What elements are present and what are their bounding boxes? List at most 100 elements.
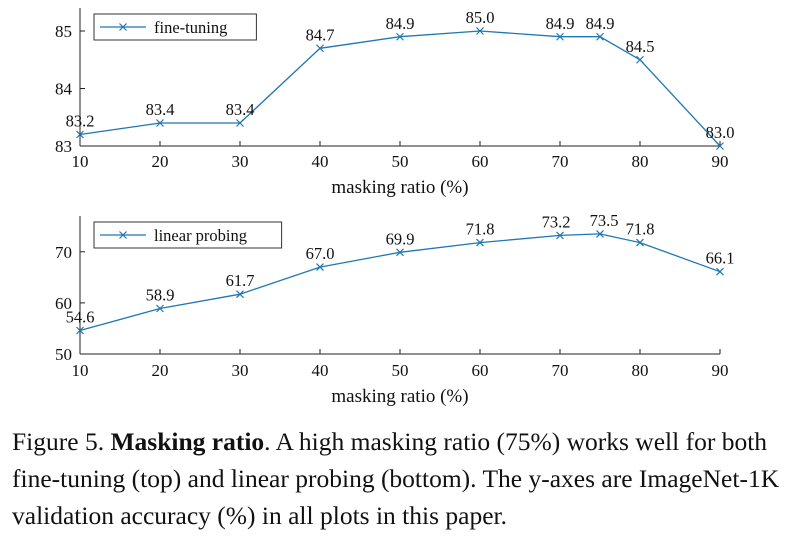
data-point-marker bbox=[636, 238, 644, 247]
marker-stroke bbox=[76, 130, 84, 139]
data-point-marker bbox=[156, 304, 164, 313]
data-point-marker bbox=[716, 142, 724, 150]
series-line bbox=[79, 30, 721, 147]
marker-stroke bbox=[156, 119, 164, 127]
legend-marker bbox=[119, 231, 127, 239]
marker-stroke bbox=[476, 27, 484, 35]
data-label: 73.2 bbox=[542, 212, 571, 231]
data-point-marker bbox=[476, 27, 484, 35]
marker-stroke bbox=[716, 142, 724, 150]
marker-stroke bbox=[716, 267, 724, 276]
x-tick-label: 30 bbox=[232, 152, 249, 171]
caption-text: . A high masking ratio (75%) works well … bbox=[12, 427, 780, 530]
legend: linear probing bbox=[93, 221, 283, 249]
marker-stroke bbox=[636, 238, 644, 247]
data-label: 54.6 bbox=[66, 307, 95, 326]
x-tick-label: 60 bbox=[472, 361, 489, 380]
data-point-marker bbox=[76, 326, 84, 335]
marker-stroke bbox=[396, 248, 404, 257]
x-tick-label: 60 bbox=[472, 152, 489, 171]
marker-stroke bbox=[556, 32, 564, 41]
marker-stroke bbox=[596, 229, 604, 238]
x-axis-label: masking ratio (%) bbox=[331, 177, 468, 198]
data-point-marker bbox=[636, 55, 644, 64]
data-point-marker bbox=[596, 229, 604, 238]
x-tick-label: 10 bbox=[72, 361, 89, 380]
data-point-marker bbox=[156, 119, 164, 127]
x-tick-label: 90 bbox=[712, 152, 729, 171]
data-label: 84.9 bbox=[546, 14, 575, 33]
caption-prefix: Figure 5. bbox=[12, 427, 111, 456]
caption-title: Masking ratio bbox=[110, 427, 265, 456]
legend-label: linear probing bbox=[154, 226, 247, 245]
data-label: 66.1 bbox=[706, 249, 735, 268]
data-point-marker bbox=[596, 32, 604, 41]
data-label: 71.8 bbox=[466, 220, 495, 239]
x-tick-label: 30 bbox=[232, 361, 249, 380]
data-point-marker bbox=[556, 32, 564, 41]
data-point-marker bbox=[76, 130, 84, 139]
data-point-marker bbox=[716, 267, 724, 276]
data-label: 61.7 bbox=[226, 271, 255, 290]
chart-panel-2: 10 20 30 40 50 60 70 80 90 50 60 70 masking ratio (%… bbox=[55, 211, 734, 407]
data-label: 83.0 bbox=[706, 123, 735, 142]
chart-panel-1: 10 20 30 40 50 60 70 80 90 83 84 85 masking ratio (%… bbox=[55, 8, 734, 198]
x-tick-label: 80 bbox=[632, 361, 649, 380]
data-label: 84.7 bbox=[306, 25, 335, 44]
data-label: 85.0 bbox=[466, 8, 495, 27]
x-axis-label: masking ratio (%) bbox=[331, 386, 468, 407]
data-point-marker bbox=[556, 231, 564, 240]
data-point-marker bbox=[476, 238, 484, 247]
marker-stroke bbox=[476, 238, 484, 247]
marker-stroke bbox=[636, 55, 644, 64]
data-label: 67.0 bbox=[306, 244, 335, 263]
data-point-marker bbox=[396, 32, 404, 41]
data-point-marker bbox=[236, 119, 244, 127]
y-tick-label: 60 bbox=[55, 294, 72, 313]
marker-stroke bbox=[596, 32, 604, 41]
x-tick-label: 50 bbox=[392, 361, 409, 380]
marker-stroke bbox=[236, 290, 244, 299]
data-point-marker bbox=[316, 263, 324, 272]
x-tick-label: 40 bbox=[312, 152, 329, 171]
x-tick-label: 20 bbox=[152, 361, 169, 380]
data-point-marker bbox=[236, 290, 244, 299]
marker-stroke bbox=[156, 304, 164, 313]
y-tick-label: 50 bbox=[55, 345, 72, 364]
x-tick-label: 10 bbox=[72, 152, 89, 171]
data-label: 73.5 bbox=[590, 211, 619, 230]
data-label: 71.8 bbox=[626, 220, 655, 239]
y-tick-label: 83 bbox=[55, 137, 72, 156]
y-tick-label: 84 bbox=[55, 80, 73, 99]
data-label: 69.9 bbox=[386, 229, 415, 248]
data-point-marker bbox=[316, 44, 324, 53]
x-tick-label: 70 bbox=[552, 361, 569, 380]
legend-marker bbox=[119, 23, 127, 31]
series-line bbox=[79, 233, 721, 332]
x-tick-label: 40 bbox=[312, 361, 329, 380]
x-tick-label: 80 bbox=[632, 152, 649, 171]
marker-stroke bbox=[236, 119, 244, 127]
data-point-marker bbox=[396, 248, 404, 257]
data-label: 83.2 bbox=[66, 112, 95, 131]
x-tick-label: 20 bbox=[152, 152, 169, 171]
data-label: 83.4 bbox=[146, 100, 175, 119]
data-label: 58.9 bbox=[146, 286, 175, 305]
marker-stroke bbox=[76, 326, 84, 335]
y-tick-label: 85 bbox=[55, 22, 72, 41]
y-tick-label: 70 bbox=[55, 243, 72, 262]
data-label: 84.5 bbox=[626, 37, 655, 56]
x-tick-label: 70 bbox=[552, 152, 569, 171]
data-label: 84.9 bbox=[586, 14, 615, 33]
data-label: 84.9 bbox=[386, 14, 415, 33]
figure-caption: Figure 5. Masking ratio. A high masking … bbox=[12, 423, 782, 534]
marker-stroke bbox=[316, 44, 324, 53]
marker-stroke bbox=[556, 231, 564, 240]
marker-stroke bbox=[396, 32, 404, 41]
x-tick-label: 50 bbox=[392, 152, 409, 171]
x-tick-label: 90 bbox=[712, 361, 729, 380]
data-label: 83.4 bbox=[226, 100, 255, 119]
figure-charts: 10 20 30 40 50 60 70 80 90 83 84 85 masking ratio (%… bbox=[55, 8, 734, 407]
legend: fine-tuning bbox=[93, 13, 257, 41]
legend-label: fine-tuning bbox=[154, 18, 227, 37]
